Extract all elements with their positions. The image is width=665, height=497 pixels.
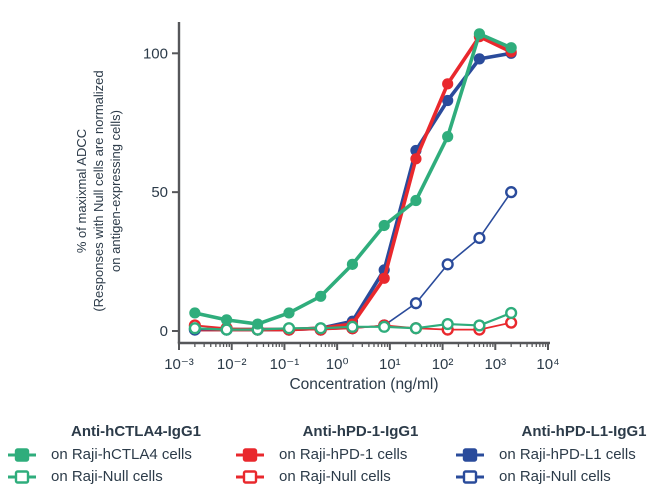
series-hpdl1-on-raji-hpdl1 (189, 47, 517, 336)
open-square-symbol-icon (456, 469, 484, 484)
data-point-open (282, 322, 296, 335)
filled-square-symbol-icon (456, 447, 484, 462)
data-point-filled (505, 42, 517, 54)
legend-group-title: Anti-hPD-1-IgG1 (302, 423, 419, 440)
series-line (193, 51, 513, 332)
legend-item: on Raji-Null cells (456, 468, 665, 485)
data-point-open (314, 322, 327, 335)
data-point-filled (252, 318, 264, 330)
legend-group-title: Anti-hPD-L1-IgG1 (521, 423, 647, 440)
x-tick-label: 10¹ (379, 356, 401, 373)
data-point-open (441, 258, 454, 271)
legend-item-label: on Raji-Null cells (51, 468, 163, 485)
legend-item: on Raji-hPD-L1 cells (456, 446, 665, 463)
legend-item-label: on Raji-hPD-L1 cells (499, 446, 636, 463)
data-point-open (378, 320, 391, 333)
y-axis-title-line3: on antigen-expressing cells) (108, 110, 123, 272)
legend-item-label: on Raji-Null cells (499, 468, 611, 485)
legend-group-title: Anti-hCTLA4-IgG1 (71, 423, 201, 440)
data-point-open (505, 306, 518, 320)
filled-square-symbol-icon (8, 447, 36, 462)
data-point-open (441, 317, 454, 331)
dose-response-plot: 0 50 100 10⁻³ 10⁻² 10⁻¹ 10⁰ 10¹ 10² 10³ 10⁴ (143, 22, 560, 373)
legend-item: on Raji-Null cells (8, 468, 220, 485)
x-tick-label: 10² (432, 356, 454, 373)
y-tick-label: 50 (151, 184, 168, 201)
data-point-open (409, 322, 423, 335)
chart-legend: Anti-hCTLA4-IgG1 on Raji-hCTLA4 cells on R… (0, 422, 665, 494)
data-point-filled (473, 28, 486, 40)
data-point-open (505, 186, 518, 199)
series-hctla4-on-raji-null (188, 306, 518, 336)
open-square-symbol-icon (8, 469, 36, 484)
data-point-open (409, 297, 423, 310)
data-point-open (473, 319, 486, 332)
legend-group-3: Anti-hPD-L1-IgG1 on Raji-hPD-L1 cells on R… (456, 422, 665, 485)
data-point-filled (189, 307, 201, 319)
open-square-symbol-icon (236, 469, 264, 484)
data-point-open (505, 316, 518, 329)
data-point-filled (315, 290, 327, 302)
x-tick-label: 10⁴ (536, 356, 559, 373)
data-point-filled (410, 153, 422, 165)
y-axis-title-line2: (Responses with Null cells are normalize… (91, 70, 106, 312)
y-axis-title: % of maxixmal ADCC (Responses with Null … (73, 21, 125, 361)
x-axis-title: Concentration (ng/ml) (289, 376, 439, 393)
legend-group-2: Anti-hPD-1-IgG1 on Raji-hPD-1 cells on Raj… (236, 422, 441, 485)
data-point-filled (221, 314, 233, 326)
data-point-filled (346, 258, 359, 270)
legend-item: on Raji-Null cells (236, 468, 441, 485)
legend-item-label: on Raji-hCTLA4 cells (51, 446, 192, 463)
data-point-filled (473, 53, 486, 65)
x-tick-label: 10⁻² (217, 356, 247, 373)
legend-item-label: on Raji-hPD-1 cells (279, 446, 408, 463)
series-hctla4-on-raji-hctla4 (189, 28, 517, 330)
y-tick-label: 0 (160, 323, 168, 340)
x-tick-label: 10⁻¹ (270, 356, 300, 373)
legend-item: on Raji-hPD-1 cells (236, 446, 441, 463)
filled-square-symbol-icon (236, 447, 264, 462)
data-point-open (473, 231, 486, 245)
data-point-filled (378, 272, 390, 284)
y-axis-title-line1: % of maxixmal ADCC (74, 128, 89, 254)
data-point-filled (442, 78, 454, 90)
legend-item: on Raji-hCTLA4 cells (8, 446, 220, 463)
legend-group-1: Anti-hCTLA4-IgG1 on Raji-hCTLA4 cells on R… (8, 422, 220, 485)
x-tick-label: 10³ (484, 356, 506, 373)
data-point-filled (410, 194, 422, 207)
data-point-filled (283, 307, 295, 319)
data-point-filled (442, 94, 454, 107)
data-point-open (220, 323, 233, 336)
data-point-filled (442, 131, 454, 143)
data-point-open (188, 322, 201, 335)
x-tick-label: 10⁰ (326, 356, 349, 373)
x-tick-label: 10⁻³ (164, 356, 194, 373)
legend-item-label: on Raji-Null cells (279, 468, 391, 485)
data-point-filled (378, 219, 390, 232)
data-point-open (346, 320, 359, 333)
y-tick-label: 100 (143, 45, 168, 62)
